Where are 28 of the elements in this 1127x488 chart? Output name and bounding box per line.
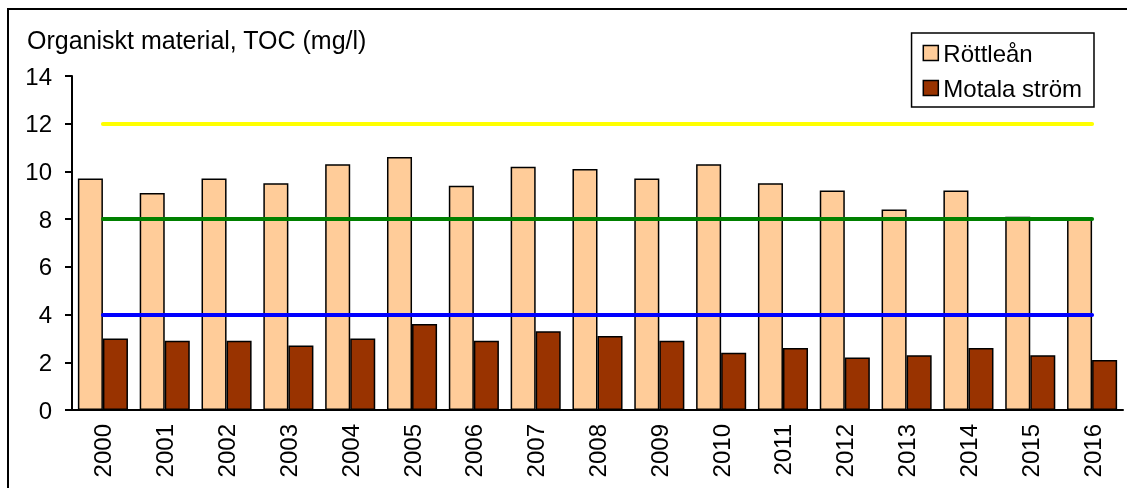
x-tick-label: 2016 bbox=[1078, 424, 1106, 478]
y-tick-label: 12 bbox=[25, 110, 52, 138]
x-tick-label: 2003 bbox=[274, 424, 302, 478]
x-tick-label: 2010 bbox=[707, 424, 735, 478]
x-tick-label: 2011 bbox=[769, 424, 797, 476]
x-tick-label: 2002 bbox=[213, 424, 241, 478]
y-tick-label: 6 bbox=[38, 253, 52, 281]
x-tick-label: 2000 bbox=[89, 424, 117, 478]
x-tick-label: 2004 bbox=[336, 424, 364, 478]
x-tick-label: 2013 bbox=[893, 424, 921, 478]
y-tick-label: 10 bbox=[25, 157, 52, 185]
y-tick-label: 8 bbox=[38, 205, 52, 233]
x-tick-label: 2001 bbox=[151, 424, 179, 478]
x-tick-label: 2012 bbox=[831, 424, 859, 478]
x-tick-label: 2014 bbox=[954, 424, 982, 478]
legend-label: Motala ström bbox=[943, 74, 1082, 102]
y-tick-label: 4 bbox=[38, 301, 52, 329]
x-tick-label: 2009 bbox=[645, 424, 673, 478]
x-tick-label: 2015 bbox=[1016, 424, 1044, 478]
y-tick-label: 0 bbox=[38, 396, 52, 424]
x-tick-label: 2005 bbox=[398, 424, 426, 478]
legend-label: Röttleån bbox=[943, 39, 1033, 67]
x-tick-label: 2007 bbox=[522, 424, 550, 478]
x-tick-label: 2006 bbox=[460, 424, 488, 478]
y-tick-label: 2 bbox=[38, 348, 52, 376]
y-axis-title: Organiskt material, TOC (mg/l) bbox=[27, 25, 367, 54]
x-tick-label: 2008 bbox=[584, 424, 611, 478]
y-tick-label: 14 bbox=[25, 62, 52, 90]
